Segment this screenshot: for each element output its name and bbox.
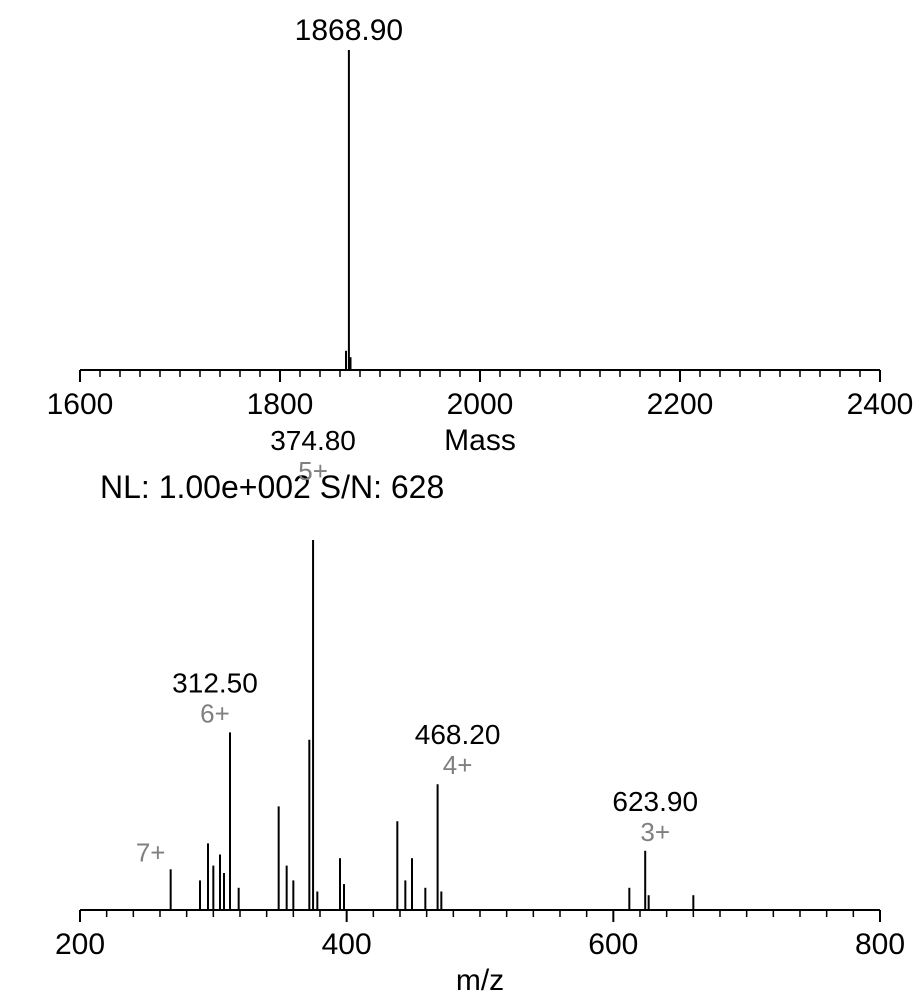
x-tick-label: 1800	[247, 388, 314, 421]
peak-label: 468.20	[415, 719, 501, 750]
peak-charge-label: 3+	[640, 817, 670, 847]
x-tick-label: 200	[55, 928, 105, 961]
x-tick-label: 2000	[447, 388, 514, 421]
x-tick-label: 1600	[47, 388, 114, 421]
x-axis-label: Mass	[444, 424, 516, 457]
peak-label: 1868.90	[295, 14, 403, 47]
peak-charge-label: 6+	[200, 698, 230, 728]
x-axis-label: m/z	[456, 964, 504, 997]
x-tick-label: 600	[588, 928, 638, 961]
nl-sn-header: NL: 1.00e+002 S/N: 628	[100, 469, 444, 505]
peak-charge-label: 4+	[443, 750, 473, 780]
peak-label: 623.90	[612, 786, 698, 817]
x-tick-label: 2400	[847, 388, 914, 421]
peak-charge-label: 5+	[298, 456, 328, 486]
x-tick-label: 800	[855, 928, 905, 961]
x-tick-label: 400	[322, 928, 372, 961]
peak-label: 312.50	[172, 667, 258, 698]
peak-charge-label: 7+	[136, 837, 166, 867]
peak-label: 374.80	[270, 425, 356, 456]
x-tick-label: 2200	[647, 388, 714, 421]
